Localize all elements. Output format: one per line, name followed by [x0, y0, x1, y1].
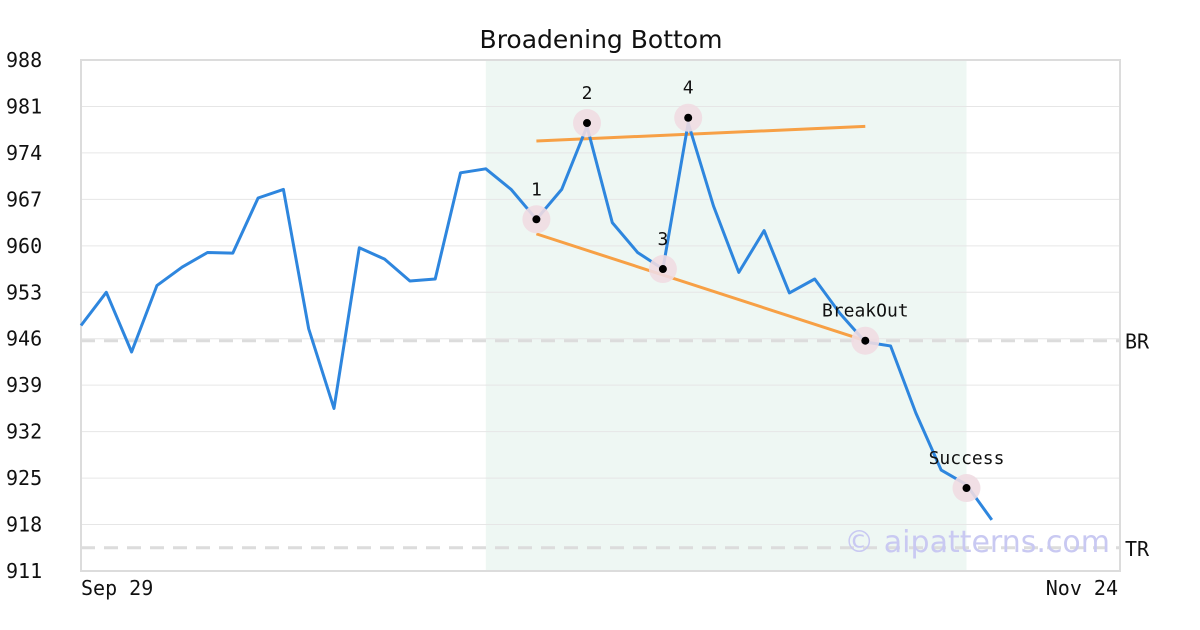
y-tick-label: 981	[6, 94, 42, 118]
y-tick-label: 918	[6, 513, 42, 537]
plot-frame	[80, 59, 1121, 572]
pattern-point-label: 1	[531, 179, 542, 200]
y-tick-label: 967	[6, 187, 42, 211]
y-tick-label: 988	[6, 48, 42, 72]
chart-title: Broadening Bottom	[480, 25, 723, 54]
pattern-point	[583, 119, 591, 128]
x-tick-label: Sep 29	[81, 576, 153, 600]
y-tick-label: 953	[6, 280, 42, 304]
y-tick-label: 925	[6, 466, 42, 490]
pattern-point	[861, 336, 870, 345]
pattern-point	[532, 215, 541, 224]
watermark: © aipatterns.com	[844, 525, 1110, 560]
trendline	[535, 232, 866, 343]
plot-area: 988 981 974 967 960 953 946 939 932 925 918 911 BR TR…	[6, 48, 1150, 600]
y-tick-label: 974	[6, 141, 42, 165]
pattern-point-label: 4	[683, 78, 694, 99]
pattern-point-label: BreakOut	[822, 301, 909, 322]
pattern-point	[684, 113, 693, 122]
y-tick-label: 932	[6, 420, 42, 444]
pattern-point-label: Success	[929, 448, 1005, 469]
pattern-point	[962, 484, 971, 493]
pattern-point-label: 2	[582, 83, 593, 104]
pattern-point	[658, 265, 667, 274]
pattern-range-highlight	[485, 60, 967, 571]
reference-line-label: BR	[1125, 330, 1150, 354]
pattern-point-label: 3	[657, 229, 668, 250]
y-tick-label: 939	[6, 373, 42, 397]
reference-line-label: TR	[1125, 537, 1150, 561]
y-tick-label: 946	[6, 327, 42, 351]
y-tick-label: 960	[6, 234, 42, 258]
y-tick-label: 911	[6, 559, 42, 583]
x-tick-label: Nov 24	[1046, 576, 1118, 600]
